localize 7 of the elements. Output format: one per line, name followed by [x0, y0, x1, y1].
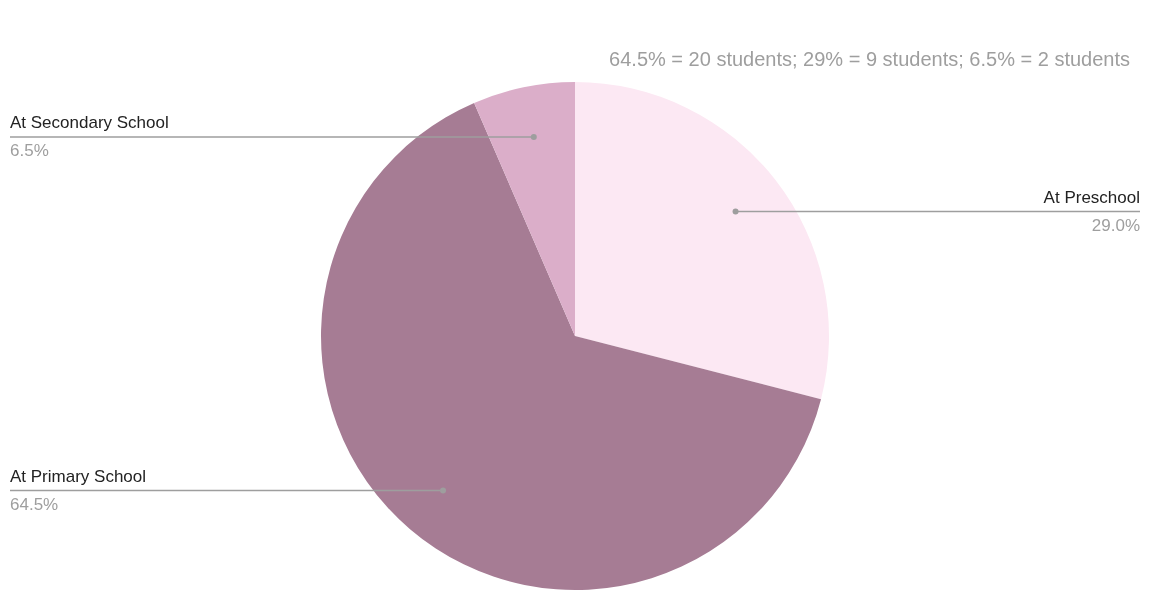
slice-label: At Primary School	[10, 466, 147, 486]
data-label: 64.5%	[10, 494, 59, 514]
slice-label: At Secondary School	[10, 113, 169, 133]
slice-label: At Preschool	[1043, 187, 1140, 207]
data-label: 29.0%	[1091, 215, 1140, 235]
chart-title: 64.5% = 20 students; 29% = 9 students; 6.5% = 2 students	[609, 47, 1130, 70]
data-label: 6.5%	[10, 141, 49, 161]
